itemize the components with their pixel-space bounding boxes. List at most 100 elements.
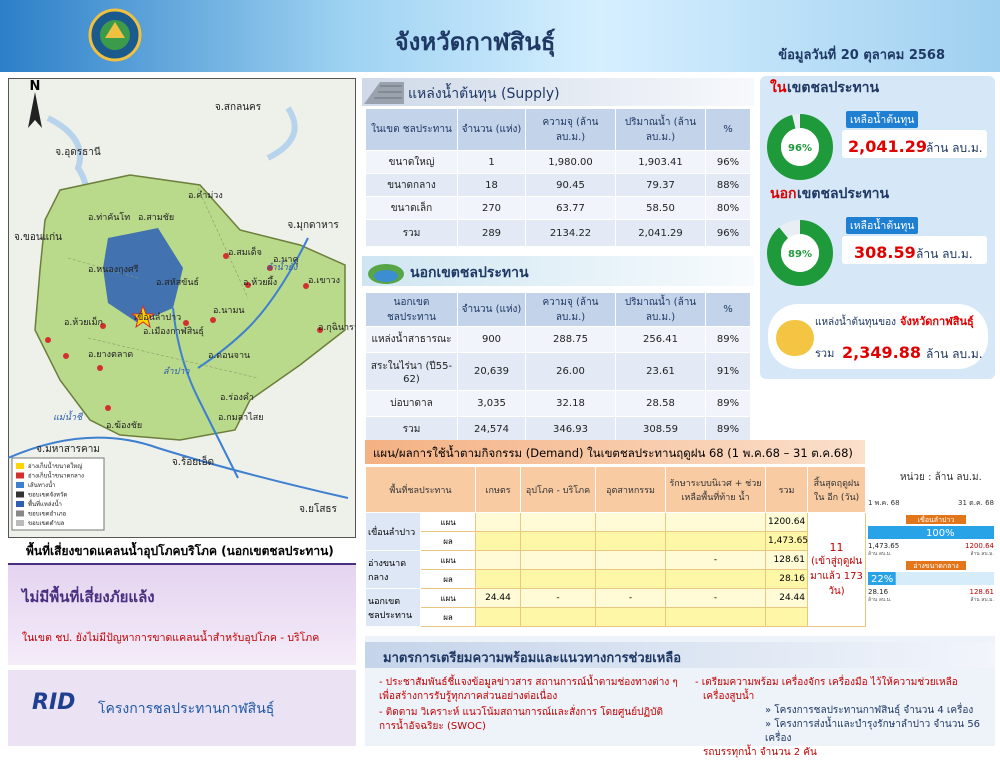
caption-box [846, 217, 918, 234]
table-cell: 24,574 [457, 416, 526, 443]
table-row: ผล 28.16 [366, 569, 866, 589]
table-cell: 89% [705, 390, 751, 417]
caption: เหลือน้ำต้นทุน [850, 112, 914, 126]
table-cell: สระในไร่นา (ปี55-62) [365, 352, 458, 391]
table-cell: 1,980.00 [525, 150, 616, 174]
demand-title: แผน/ผลการใช้น้ำตามกิจกรรม (Demand) ในเขต… [373, 446, 853, 460]
table-cell: 20,639 [457, 352, 526, 391]
section-title: เขตชลประทาน [797, 186, 890, 202]
area-cell: นอกเขต ชลประทาน [365, 588, 421, 627]
measures-left: - ประชาสัมพันธ์ชี้แจงข้อมูลข่าวสาร สถานก… [379, 676, 679, 736]
column-header: จำนวน (แห่ง) [457, 108, 526, 151]
total-province: จังหวัดกาฬสินธุ์ [900, 315, 974, 329]
donut-hole [781, 234, 819, 272]
value-cell: - [595, 588, 666, 608]
risk-note: ในเขต ชป. ยังไม่มีปัญหาการขาดแคลนน้ำสำหร… [22, 632, 320, 644]
value-cell [765, 607, 808, 627]
value-cell [595, 512, 666, 532]
sub-label: ผล [420, 531, 476, 551]
table-cell: 96% [705, 150, 751, 174]
table-cell: 88% [705, 173, 751, 197]
bar-result-unit: ล้าน ลบ.ม. [868, 596, 892, 603]
province-label: จ.ขอนแก่น [14, 232, 62, 243]
measures-right: - เตรียมความพร้อม เครื่องจักร เครื่องมือ… [695, 676, 990, 760]
value-cell [665, 569, 766, 589]
district-label: อ.ห้วยผึ้ง [243, 275, 277, 288]
bar-track [868, 572, 994, 585]
legend-swatch [16, 510, 24, 517]
table-cell: ขนาดกลาง [365, 173, 458, 197]
area-cell: เขื่อนลำปาว [365, 512, 421, 551]
table-cell: รวม [365, 416, 458, 443]
bar-label: 22% [871, 574, 893, 585]
value-cell [475, 531, 521, 551]
table-row: ขนาดกลาง 18 90.45 79.37 88% [365, 173, 751, 197]
bar-name: เขื่อนลำปาว [918, 515, 955, 524]
header-row: พื้นที่ชลประทาน เกษตร อุปโภค - บริโภค อุตสา… [365, 466, 866, 513]
district-label: อ.หนองกุงศรี [88, 264, 139, 275]
table-cell: ขนาดเล็ก [365, 196, 458, 220]
measure-item: » โครงการส่งน้ำและบำรุงรักษาลำปาว จำนวน … [765, 719, 981, 744]
table-cell: 89% [705, 416, 751, 443]
bar-plan-unit: ล้าน ลบ.ม. [970, 596, 994, 603]
risk-headline: ไม่มีพื้นที่เสี่ยงภัยแล้ง [22, 588, 155, 606]
title: จังหวัดกาฬสินธุ์ [394, 28, 556, 56]
table-cell: 18 [457, 173, 526, 197]
table-cell: 1,903.41 [615, 150, 706, 174]
supply-table: ในเขต ชลประทาน จำนวน (แห่ง) ความจุ (ล้าน ล… [365, 108, 751, 247]
bar-plan: 1200.64 [965, 542, 994, 550]
header-row: ในเขต ชลประทาน จำนวน (แห่ง) ความจุ (ล้าน ล… [365, 108, 751, 151]
table-row: ผล 1,473.65 [366, 531, 866, 551]
table-row: ขนาดใหญ่ 1 1,980.00 1,903.41 96% [365, 150, 751, 174]
district-label: อ.กมลาไสย [218, 412, 264, 423]
district-label: อ.ดอนจาน [208, 351, 250, 361]
value-cell [595, 550, 666, 570]
days: 11 [829, 540, 844, 554]
footer-org: โครงการชลประทานกาฬสินธุ์ [98, 701, 275, 717]
district-label: อ.ร่องคำ [220, 392, 254, 403]
table-cell: 96% [705, 219, 751, 247]
north: N [30, 79, 41, 94]
measure-item: » โครงการชลประทานกาฬสินธุ์ จำนวน 4 เครื่… [765, 705, 974, 716]
district-label: อ.ห้วยเม็ก [64, 315, 103, 328]
amount: 308.59 [854, 243, 916, 262]
risk-title: พื้นที่เสี่ยงขาดแคลนน้ำอุปโภคบริโภค (นอก… [8, 542, 356, 566]
table-cell: รวม [365, 219, 458, 247]
legend-label: เส้นทางน้ำ [28, 479, 56, 489]
unit: ล้าน ลบ.ม. [916, 247, 973, 261]
value-cell [595, 531, 666, 551]
footer-logo: RID [32, 690, 76, 715]
amount-box [842, 236, 987, 264]
demand-unit: หน่วย : ล้าน ลบ.ม. [900, 472, 982, 483]
table-cell: 308.59 [615, 416, 706, 443]
province-label: จ.ร้อยเอ็ด [172, 454, 214, 468]
river-label: แม่น้ำชี [53, 410, 84, 423]
value-cell: 1,473.65 [765, 531, 808, 551]
table-row: รวม 24,574 346.93 308.59 89% [365, 416, 751, 443]
legend-swatch [16, 482, 24, 488]
column-header: อุปโภค - บริโภค [520, 466, 596, 513]
logo [88, 8, 142, 62]
demand-header: แผน/ผลการใช้น้ำตามกิจกรรม (Demand) ในเขต… [365, 440, 865, 464]
value-cell [595, 569, 666, 589]
table-row: อ่างขนาดกลาง แผน -128.61 [365, 550, 866, 589]
table-cell: บ่อบาดาล [365, 390, 458, 417]
province-label: จ.ยโสธร [299, 502, 337, 515]
column-header: จำนวน (แห่ง) [457, 292, 526, 327]
district-label: อ.ยางตลาด [88, 350, 133, 360]
donut-label: 96% [788, 143, 812, 154]
table-row: ขนาดเล็ก 270 63.77 58.50 80% [365, 196, 751, 220]
legend-swatch [16, 491, 24, 498]
outside-table: นอกเขต ชลประทาน จำนวน (แห่ง) ความจุ (ล้าน … [365, 292, 751, 443]
unit: ล้าน ลบ.ม. [926, 141, 983, 155]
district-label: อ.กุฉินารายณ์ [318, 321, 356, 333]
legend-label: ขอบเขตตำบล [28, 520, 65, 527]
amount: 2,041.29 [848, 137, 927, 156]
donut-arc [767, 220, 833, 286]
section-title-red: ใน [770, 78, 787, 96]
measure-item: เครื่องสูบน้ำ [703, 691, 755, 702]
column-header: พื้นที่ชลประทาน [365, 466, 476, 513]
sub-label: แผน [420, 550, 476, 570]
total-label: รวม [815, 347, 834, 360]
